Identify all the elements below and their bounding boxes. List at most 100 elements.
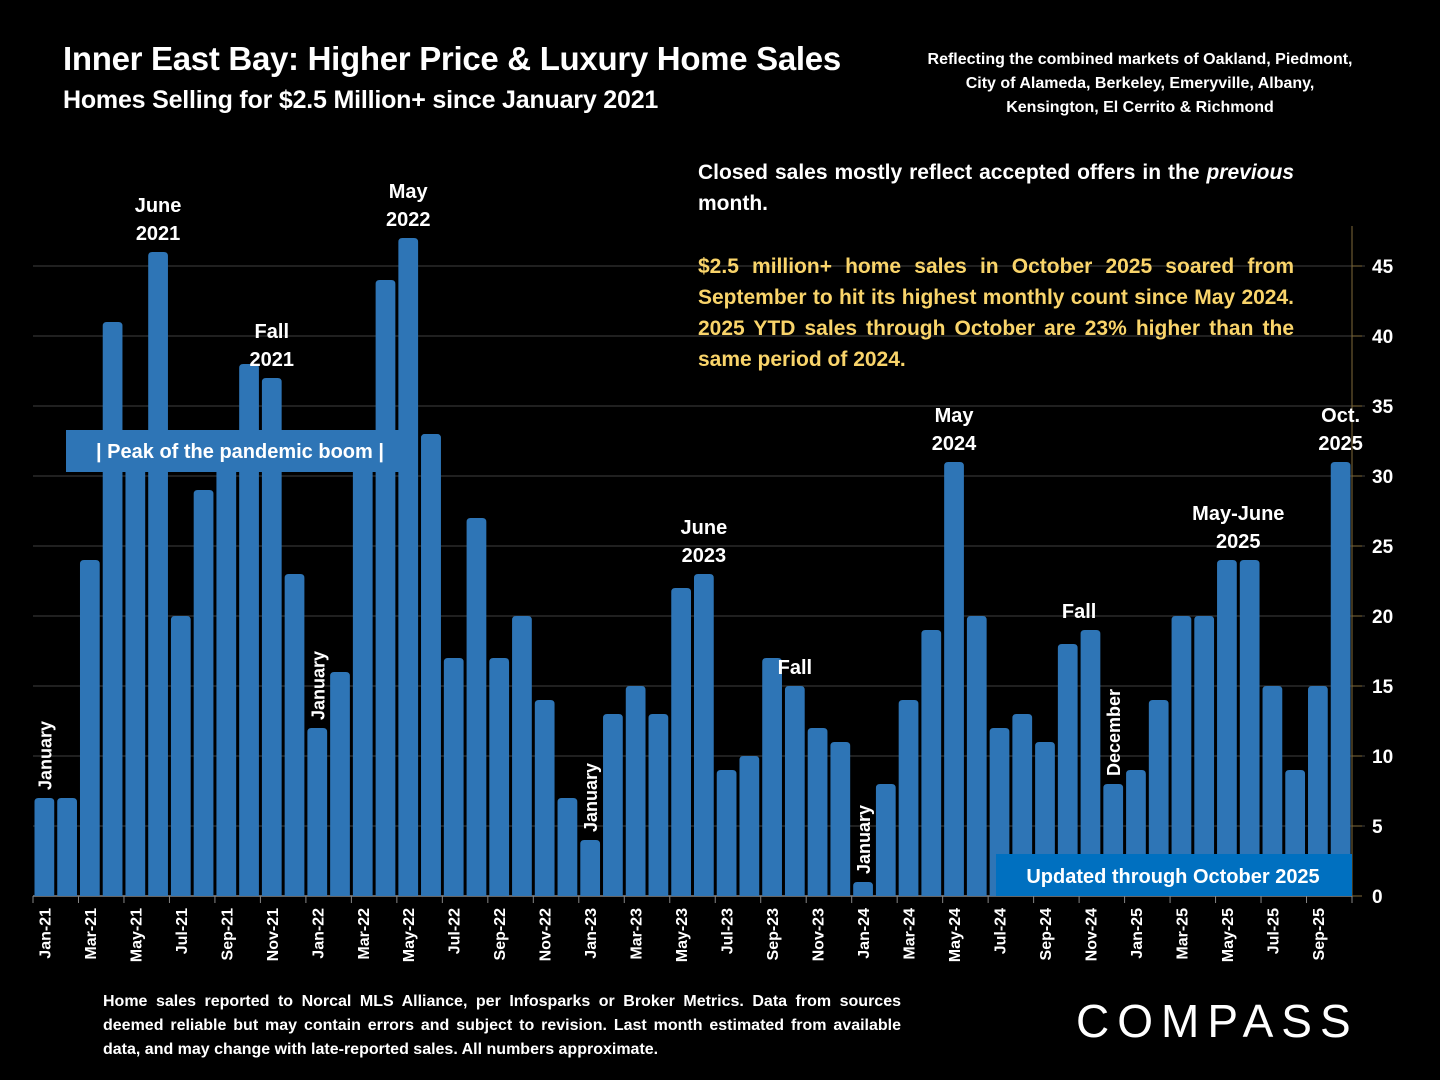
x-tick-label: May-23 xyxy=(674,908,691,962)
bar xyxy=(921,630,942,896)
bar xyxy=(443,658,464,896)
bar xyxy=(671,588,691,896)
annotation-label: Fall xyxy=(778,657,812,679)
bar xyxy=(261,378,282,896)
x-tick-label: Jul-23 xyxy=(720,908,737,954)
bar xyxy=(625,686,646,896)
x-tick-label: Jan-22 xyxy=(310,908,327,959)
bar xyxy=(648,714,669,896)
chart-subtitle: Homes Selling for $2.5 Million+ since Ja… xyxy=(63,86,659,114)
x-tick-label: Mar-21 xyxy=(83,908,100,960)
annotation-label: June xyxy=(681,517,728,539)
x-tick-label: Jan-24 xyxy=(856,908,873,959)
note1-text: Closed sales mostly reflect accepted off… xyxy=(698,161,1207,184)
annotation-label: Oct. xyxy=(1321,405,1360,427)
bar xyxy=(784,686,805,896)
bar xyxy=(1308,686,1328,896)
highlight-note: $2.5 million+ home sales in October 2025… xyxy=(698,255,1294,371)
bar xyxy=(1148,700,1169,896)
bar xyxy=(284,574,305,896)
x-tick-label: May-24 xyxy=(947,908,964,962)
annotation-label: 2025 xyxy=(1318,433,1363,455)
bar xyxy=(807,728,828,896)
bar xyxy=(79,560,100,896)
x-tick-label: Jul-22 xyxy=(447,908,464,954)
annotation-label: January xyxy=(581,763,601,832)
x-tick-label: Jul-21 xyxy=(174,908,191,954)
annotation-label: Fall xyxy=(1062,601,1096,623)
bar xyxy=(466,518,487,896)
x-tick-label: Sep-21 xyxy=(219,908,236,961)
bar xyxy=(716,770,737,896)
bar xyxy=(762,658,782,896)
bar xyxy=(1262,686,1283,896)
x-tick-label: Sep-24 xyxy=(1038,908,1055,961)
y-tick-label: 35 xyxy=(1372,397,1394,418)
y-tick-label: 0 xyxy=(1372,887,1383,908)
bar xyxy=(830,742,851,896)
bar xyxy=(944,462,964,896)
bar xyxy=(398,238,419,896)
bar xyxy=(352,462,373,896)
x-tick-label: Sep-23 xyxy=(765,908,782,961)
x-tick-label: Jul-25 xyxy=(1265,908,1282,954)
x-tick-label: Jan-23 xyxy=(583,908,600,959)
x-tick-label: May-21 xyxy=(128,908,145,962)
annotation-label: May xyxy=(389,181,429,203)
bar xyxy=(170,616,191,896)
bar xyxy=(148,252,168,896)
annotation-label: June xyxy=(135,195,182,217)
y-tick-label: 40 xyxy=(1372,327,1393,348)
annotation-label: 2022 xyxy=(386,209,431,231)
x-tick-label: Mar-24 xyxy=(902,908,919,960)
bar xyxy=(694,574,714,896)
x-tick-label: Nov-24 xyxy=(1083,908,1100,961)
annotation-label: May xyxy=(935,405,975,427)
y-tick-label: 25 xyxy=(1372,537,1394,558)
x-tick-label: Jan-25 xyxy=(1129,908,1146,959)
annotation-label: 2021 xyxy=(136,223,181,245)
bar xyxy=(875,784,896,896)
annotation-label: December xyxy=(1104,689,1124,776)
bar xyxy=(603,714,623,896)
bar xyxy=(1217,560,1237,896)
x-tick-label: Nov-22 xyxy=(538,908,555,961)
x-tick-label: Jul-24 xyxy=(993,908,1010,954)
y-tick-label: 45 xyxy=(1372,257,1394,278)
bar-overlay xyxy=(421,434,441,896)
x-tick-label: Mar-23 xyxy=(629,908,646,960)
annotation-label: January xyxy=(308,651,328,720)
bar xyxy=(739,756,760,896)
bar xyxy=(102,322,123,896)
note1-end: month. xyxy=(698,192,768,215)
bar xyxy=(966,616,987,896)
annotation-label: January xyxy=(35,721,55,790)
bar xyxy=(1057,644,1078,896)
markets-note: Reflecting the combined markets of Oakla… xyxy=(927,51,1353,116)
x-tick-label: May-25 xyxy=(1220,908,1237,962)
bar xyxy=(1171,616,1192,896)
closed-sales-note: Closed sales mostly reflect accepted off… xyxy=(698,157,1294,219)
bar xyxy=(216,462,237,896)
updated-through-banner-label: Updated through October 2025 xyxy=(1026,866,1319,888)
bar xyxy=(489,658,510,896)
pandemic-peak-banner xyxy=(66,430,414,472)
y-tick-label: 15 xyxy=(1372,677,1394,698)
x-tick-label: Mar-22 xyxy=(356,908,373,960)
annotation-label: January xyxy=(854,805,874,874)
bar xyxy=(1012,714,1033,896)
bar xyxy=(375,280,396,896)
x-tick-label: Nov-21 xyxy=(265,908,282,961)
bar xyxy=(534,700,555,896)
bar xyxy=(193,490,214,896)
bar xyxy=(1080,630,1101,896)
bar xyxy=(34,798,55,896)
bar xyxy=(557,798,578,896)
annotation-label: 2024 xyxy=(932,433,977,455)
bar xyxy=(898,700,919,896)
y-tick-label: 20 xyxy=(1372,607,1393,628)
bar xyxy=(853,882,873,896)
y-tick-label: 10 xyxy=(1372,747,1393,768)
bar xyxy=(57,798,77,896)
